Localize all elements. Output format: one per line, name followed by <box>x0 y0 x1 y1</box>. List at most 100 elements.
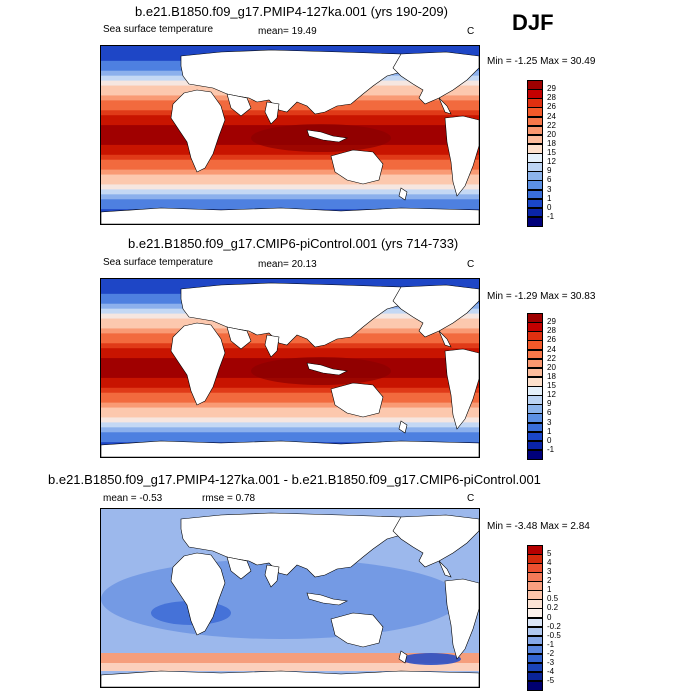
colorbar-tick-label: 9 <box>547 399 552 409</box>
colorbar-tick-label: -1 <box>547 211 555 221</box>
colorbar-swatch <box>527 216 543 227</box>
sst-band <box>101 149 479 156</box>
landmass <box>330 149 384 185</box>
colorbar-tick-label: 12 <box>547 157 556 167</box>
sst-band <box>101 159 479 166</box>
colorbar-tick-label: 24 <box>547 344 556 354</box>
colorbar-tick-label: 18 <box>547 138 556 148</box>
landmass <box>101 670 479 687</box>
colorbar-tick-label: 26 <box>547 102 556 112</box>
sst-band <box>101 179 479 186</box>
colorbar-tick-label: 26 <box>547 335 556 345</box>
sst-band <box>101 412 479 419</box>
landmass <box>101 207 479 224</box>
colorbar-tick-label: 29 <box>547 317 556 327</box>
diff-southern-warm <box>101 653 479 663</box>
landmass <box>264 334 280 358</box>
panel-3-title: b.e21.B1850.f09_g17.PMIP4-127ka.001 - b.… <box>48 472 541 487</box>
colorbar-tick-label: 3 <box>547 417 552 427</box>
sst-band <box>101 46 479 52</box>
landmass <box>444 348 479 430</box>
colorbar-tick-label: 20 <box>547 129 556 139</box>
colorbar-tick-label: -5 <box>547 675 555 685</box>
panel-2-title: b.e21.B1850.f09_g17.CMIP6-piControl.001 … <box>128 236 459 251</box>
sst-band <box>101 164 479 171</box>
colorbar-tick-label: 12 <box>547 390 556 400</box>
colorbar-tick-label: -4 <box>547 666 555 676</box>
panel-1-variable-label: Sea surface temperature <box>103 24 214 35</box>
colorbar-tick-label: 20 <box>547 362 556 372</box>
panel-1-map-canvas <box>101 46 479 224</box>
colorbar-tick-label: 15 <box>547 381 556 390</box>
colorbar-tick-label: 22 <box>547 353 556 363</box>
sst-band <box>101 432 479 438</box>
landmass <box>392 284 479 338</box>
panel-3-minmax: Min = -3.48 Max = 2.84 <box>487 521 590 532</box>
sst-band <box>101 392 479 399</box>
colorbar-tick-label: 28 <box>547 93 556 103</box>
landmass <box>438 330 452 348</box>
sst-band <box>101 154 479 161</box>
panel-2-variable-label: Sea surface temperature <box>103 257 214 268</box>
landmass <box>398 187 408 201</box>
sst-band <box>101 169 479 176</box>
sst-band <box>101 348 479 354</box>
landmass <box>170 552 226 636</box>
landmass <box>330 612 384 648</box>
panel-2-units: C <box>467 259 475 270</box>
landmass <box>226 93 252 117</box>
colorbar-tick-label: -1 <box>547 639 555 649</box>
landmass <box>398 650 408 664</box>
landmass <box>444 578 479 660</box>
colorbar-tick-label: -0.5 <box>547 630 561 640</box>
landmass <box>398 420 408 434</box>
colorbar-tick-label: -2 <box>547 648 555 658</box>
sst-band <box>101 184 479 190</box>
panel-1-map <box>100 45 480 225</box>
colorbar-tick-label: 0.5 <box>547 594 559 604</box>
panel-2-colorbar: 29 28 26 24 22 20 18 15 12 9 6 3 1 0 -1 <box>527 313 556 460</box>
sst-band <box>101 417 479 423</box>
landmass <box>170 322 226 406</box>
landmass <box>330 382 384 418</box>
sst-band <box>101 407 479 414</box>
colorbar-tick-label: 6 <box>547 408 552 418</box>
colorbar-tick-label: 28 <box>547 326 556 336</box>
colorbar-tick-label: 0 <box>547 202 552 212</box>
landmass <box>226 556 252 580</box>
sst-band <box>101 279 479 285</box>
colorbar-tick-label: 4 <box>547 558 552 568</box>
sst-band <box>101 189 479 195</box>
sst-band <box>101 174 479 181</box>
panel-3-map-canvas <box>101 509 479 687</box>
sst-band <box>101 387 479 394</box>
landmass <box>438 97 452 115</box>
colorbar-tick-label: 22 <box>547 120 556 130</box>
colorbar-tick-label: 5 <box>547 549 552 559</box>
landmass <box>226 326 252 350</box>
colorbar-tick-label: 1 <box>547 426 552 436</box>
panel-1-title: b.e21.B1850.f09_g17.PMIP4-127ka.001 (yrs… <box>135 4 448 19</box>
colorbar-tick-label: 3 <box>547 184 552 194</box>
panel-2-map-canvas <box>101 279 479 457</box>
landmass <box>306 592 348 606</box>
colorbar-tick-label: 3 <box>547 567 552 577</box>
colorbar-swatch <box>527 680 543 691</box>
panel-1-mean-label: mean= 19.49 <box>258 26 317 37</box>
sst-band <box>101 422 479 428</box>
landmass <box>264 101 280 125</box>
sst-band <box>101 437 479 443</box>
sst-band <box>101 199 479 205</box>
panel-2-map <box>100 278 480 458</box>
sst-band <box>101 204 479 210</box>
panel-3-map <box>100 508 480 688</box>
colorbar-swatch <box>527 449 543 460</box>
panel-3-rmse-label: rmse = 0.78 <box>202 493 256 504</box>
colorbar-tick-label: 9 <box>547 166 552 176</box>
panel-1-colorbar: 29 28 26 24 22 20 18 15 12 9 6 3 1 0 -1 <box>527 80 556 227</box>
colorbar-tick-label: 15 <box>547 148 556 157</box>
landmass <box>438 560 452 578</box>
colorbar-tick-label: -3 <box>547 657 555 667</box>
colorbar-tick-label: 0 <box>547 435 552 445</box>
colorbar-tick-label: -1 <box>547 444 555 454</box>
